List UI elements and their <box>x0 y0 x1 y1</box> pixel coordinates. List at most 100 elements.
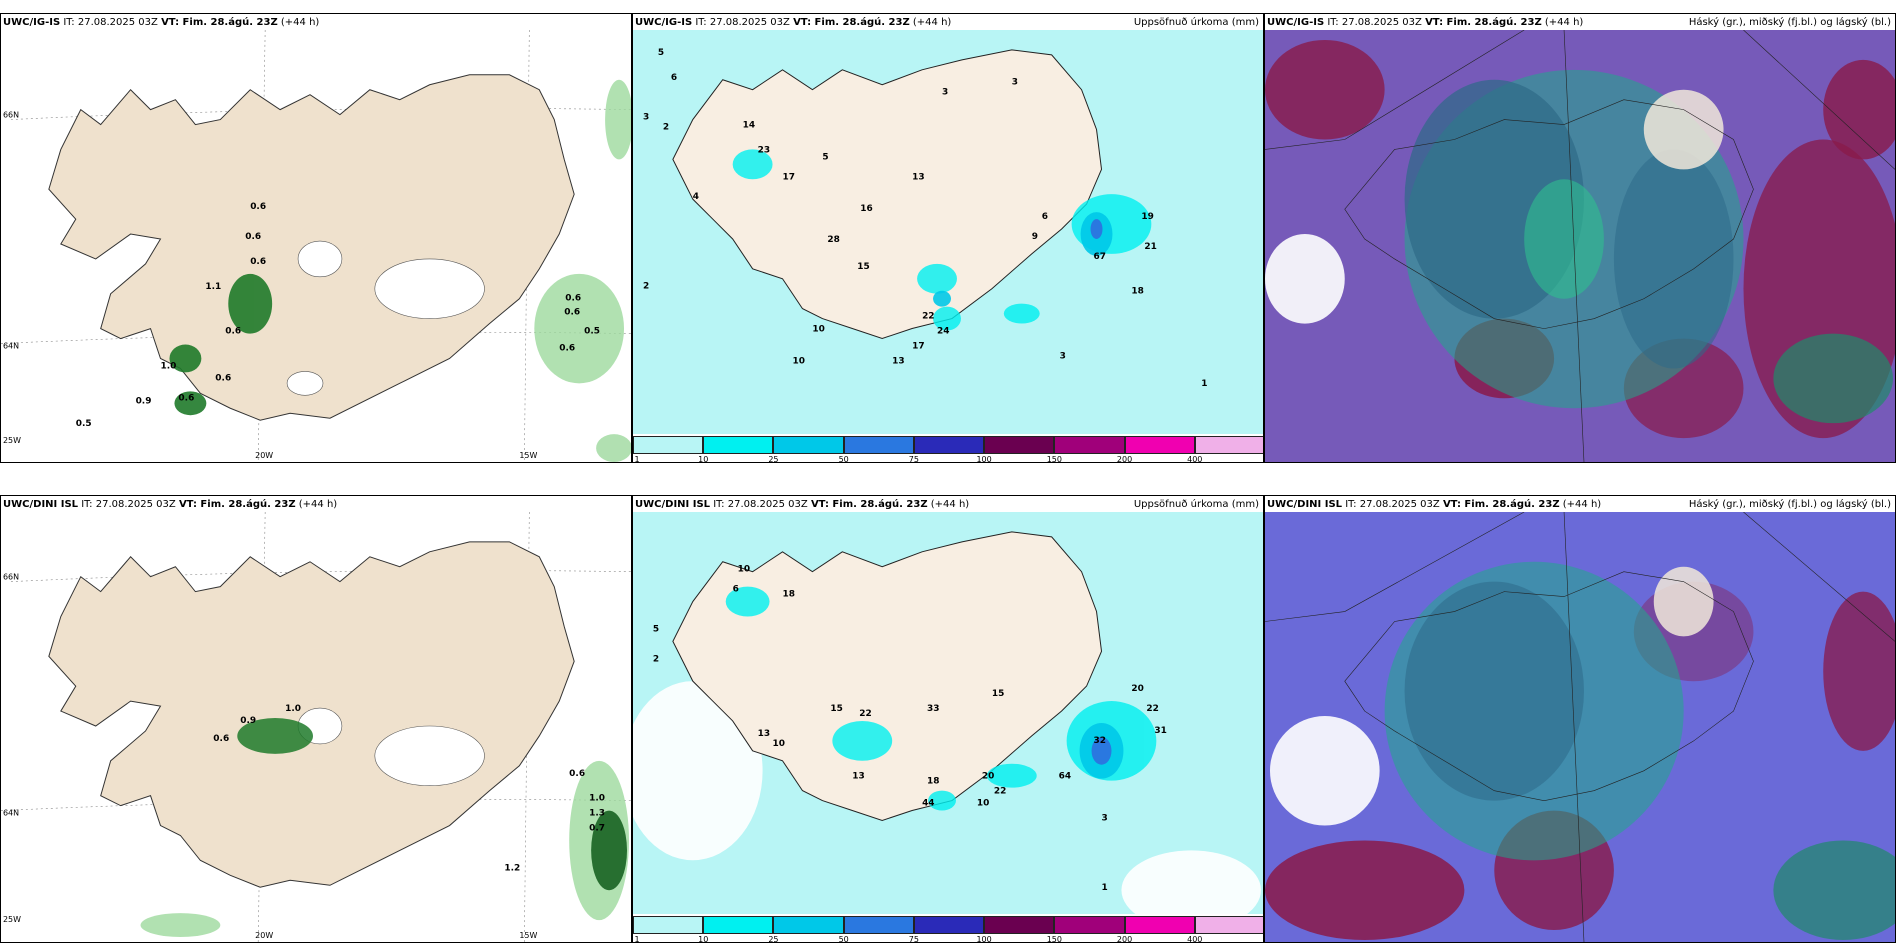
value-label: 13 <box>912 172 924 182</box>
svg-text:20W: 20W <box>255 451 273 460</box>
value-label: 33 <box>927 704 939 714</box>
colorbar-tick: 75 <box>908 455 919 463</box>
value-label: 4 <box>693 192 699 202</box>
value-label: 5 <box>822 152 828 162</box>
value-label: 3 <box>1102 813 1108 823</box>
colorbar-swatch <box>703 436 774 454</box>
panel-header: UWC/DINI ISL IT: 27.08.2025 03Z VT: Fim.… <box>635 499 1259 510</box>
colorbar-swatch <box>913 436 985 454</box>
value-label: 44 <box>922 799 934 809</box>
value-label: 22 <box>994 787 1006 797</box>
colorbar-swatch <box>633 916 704 934</box>
value-label: 0.6 <box>178 393 194 403</box>
panel-wind-dini: UWC/DINI ISL IT: 27.08.2025 03Z VT: Fim.… <box>0 495 632 943</box>
svg-text:66N: 66N <box>3 111 19 120</box>
cloud-map <box>1265 30 1895 462</box>
colorbar-swatch <box>1054 436 1125 454</box>
value-label: 15 <box>992 689 1004 699</box>
wind-map: 20W 15W 66N 64N 25W 0.6 0.6 0.6 1.1 0.6 1.0 0.… <box>1 30 631 462</box>
svg-text:66N: 66N <box>3 573 19 582</box>
value-label: 6 <box>671 73 677 83</box>
value-label: 0.5 <box>76 419 92 429</box>
colorbar-tick: 1 <box>634 455 640 463</box>
colorbar-tick: 1 <box>634 935 640 943</box>
value-label: 10 <box>977 799 989 809</box>
value-label: 18 <box>927 777 939 787</box>
wind-map: 20W 15W 66N 64N 25W 0.6 0.9 1.0 1.2 0.6 1.0 1.… <box>1 512 631 942</box>
value-label: 15 <box>857 262 869 272</box>
value-label: 19 <box>1141 212 1153 222</box>
value-label: 0.9 <box>240 716 256 726</box>
value-label: 1.0 <box>589 794 605 804</box>
value-label: 0.6 <box>569 769 585 779</box>
value-label: 10 <box>773 739 785 749</box>
value-label: 6 <box>733 585 739 595</box>
value-label: 1.2 <box>504 863 520 873</box>
value-label: 13 <box>852 772 864 782</box>
value-label: 3 <box>1012 78 1018 88</box>
colorbar-swatch <box>1054 916 1125 934</box>
colorbar-tick: 150 <box>1046 935 1062 943</box>
value-label: 0.9 <box>136 396 152 406</box>
value-label: 6 <box>1042 212 1048 222</box>
value-label: 0.6 <box>250 202 266 212</box>
panel-cloud-igis: UWC/IG-IS IT: 27.08.2025 03Z VT: Fim. 28… <box>1264 13 1896 463</box>
colorbar-swatch <box>633 436 704 454</box>
colorbar-tick: 75 <box>908 935 919 943</box>
panel-precip-igis: UWC/IG-IS IT: 27.08.2025 03Z VT: Fim. 28… <box>632 13 1264 463</box>
value-label: 32 <box>1094 736 1106 746</box>
value-label: 31 <box>1154 726 1166 736</box>
colorbar-tick: 10 <box>698 935 709 943</box>
panel-wind-igis: UWC/IG-IS IT: 27.08.2025 03Z VT: Fim. 28… <box>0 13 632 463</box>
value-label: 17 <box>912 341 924 351</box>
value-label: 1.1 <box>205 282 221 292</box>
precip-colorbar: 1 10 25 50 75 100 150 200 400 <box>633 916 1263 942</box>
colorbar-swatch <box>843 436 914 454</box>
svg-text:20W: 20W <box>255 931 273 940</box>
colorbar-swatch <box>1194 436 1263 454</box>
cloud-map <box>1265 512 1895 942</box>
panel-header: UWC/IG-IS IT: 27.08.2025 03Z VT: Fim. 28… <box>3 17 320 28</box>
panel-header: UWC/IG-IS IT: 27.08.2025 03Z VT: Fim. 28… <box>635 17 1259 28</box>
value-label: 0.6 <box>213 734 229 744</box>
value-label: 0.5 <box>584 327 600 337</box>
value-label: 1 <box>1102 883 1108 893</box>
value-label: 21 <box>1144 242 1156 252</box>
value-label: 18 <box>1131 287 1143 297</box>
value-label: 10 <box>812 325 824 335</box>
value-label: 2 <box>663 123 669 133</box>
value-label: 1.3 <box>589 809 605 819</box>
colorbar-swatch <box>1194 916 1263 934</box>
value-label: 23 <box>758 145 770 155</box>
value-label: 64 <box>1059 772 1071 782</box>
value-label: 2 <box>643 282 649 292</box>
svg-text:25W: 25W <box>3 436 21 445</box>
value-label: 22 <box>922 312 934 322</box>
colorbar-tick: 100 <box>976 935 992 943</box>
value-label: 17 <box>783 172 795 182</box>
panel-cloud-dini: UWC/DINI ISL IT: 27.08.2025 03Z VT: Fim.… <box>1264 495 1896 943</box>
value-label: 3 <box>1060 351 1066 361</box>
colorbar-tick: 400 <box>1187 455 1203 463</box>
value-label: 0.6 <box>565 294 581 304</box>
colorbar-tick: 50 <box>838 935 849 943</box>
colorbar-tick: 200 <box>1116 935 1133 943</box>
value-label: 24 <box>937 327 949 337</box>
colorbar-swatch <box>773 916 844 934</box>
value-label: 13 <box>892 356 904 366</box>
value-label: 20 <box>1131 684 1143 694</box>
colorbar-tick: 200 <box>1116 455 1133 463</box>
colorbar-tick: 25 <box>768 455 779 463</box>
colorbar-swatch <box>1124 916 1195 934</box>
value-label: 22 <box>1146 704 1158 714</box>
colorbar-tick: 10 <box>698 455 709 463</box>
value-label: 3 <box>942 88 948 98</box>
value-label: 18 <box>783 590 795 600</box>
colorbar-swatch <box>773 436 844 454</box>
value-label: 2 <box>653 654 659 664</box>
value-label: 0.6 <box>250 257 266 267</box>
value-label: 0.6 <box>564 308 580 318</box>
precip-colorbar: 1 10 25 50 75 100 150 200 400 <box>633 436 1263 462</box>
colorbar-swatch <box>984 436 1055 454</box>
value-label: 10 <box>738 565 750 575</box>
